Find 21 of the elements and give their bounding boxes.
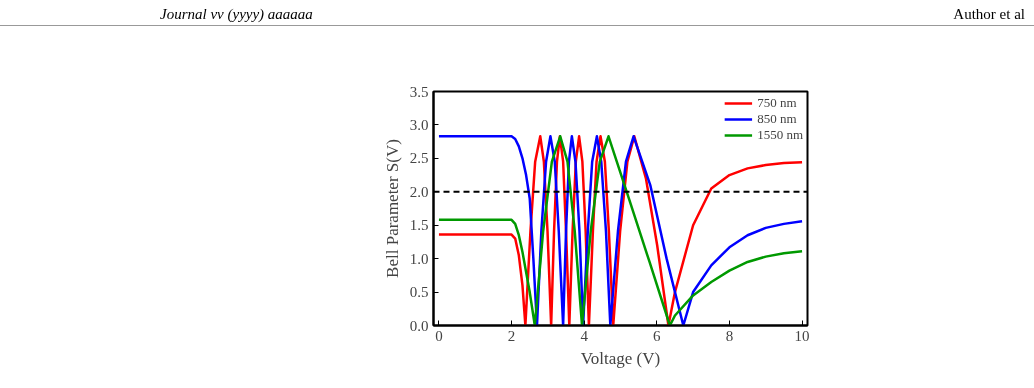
legend-label: 850 nm xyxy=(757,111,797,127)
y-tick-label: 0.0 xyxy=(409,317,429,334)
x-axis-title: Voltage (V) xyxy=(580,348,661,368)
y-tick-label: 3.5 xyxy=(409,83,429,100)
y-tick-label: 0.5 xyxy=(409,284,429,301)
x-tick-label: 0 xyxy=(435,327,443,344)
y-tick-label: 1.5 xyxy=(409,217,429,234)
x-tick-label: 4 xyxy=(580,327,589,344)
y-tick-label: 3.0 xyxy=(409,116,429,133)
y-axis-title: Bell Parameter S(V) xyxy=(382,139,402,278)
x-tick-label: 8 xyxy=(725,327,734,344)
text: Journal vv (yyyy) aaaaaa xyxy=(160,5,313,24)
x-tick-label: 6 xyxy=(653,327,662,344)
x-tick-label: 10 xyxy=(794,327,810,344)
legend-label: 750 nm xyxy=(757,95,797,111)
x-tick-label: 2 xyxy=(507,327,516,344)
y-tick-label: 2.5 xyxy=(409,150,429,167)
text: Author et al xyxy=(953,5,1025,24)
y-tick-label: 2.0 xyxy=(409,183,429,200)
y-tick-label: 1.0 xyxy=(409,250,429,267)
legend-label: 1550 nm xyxy=(757,127,803,143)
